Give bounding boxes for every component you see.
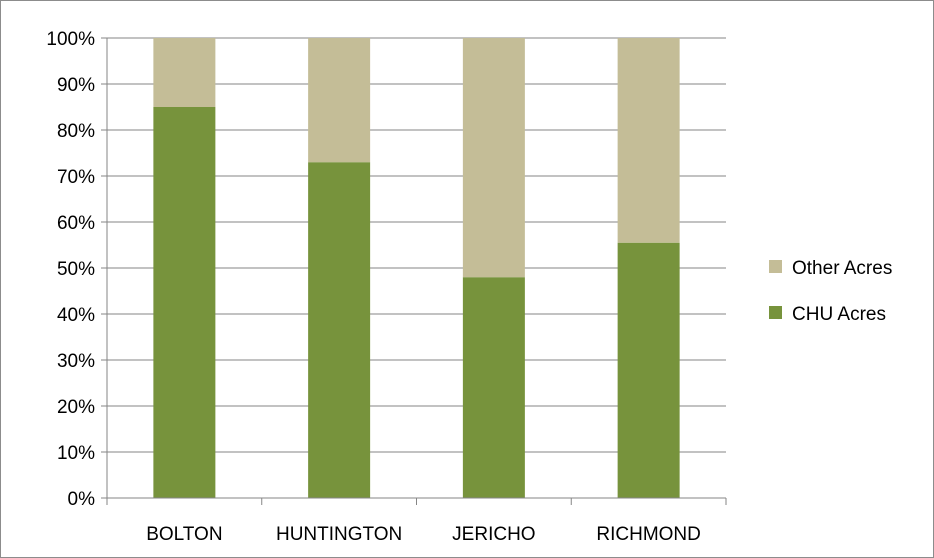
bar-huntington-other-acres <box>308 38 371 163</box>
bar-jericho-other-acres <box>462 38 525 278</box>
y-tick-label: 60% <box>57 213 95 234</box>
y-tick-label: 70% <box>57 167 95 188</box>
x-tick-label: RICHMOND <box>596 524 701 545</box>
x-tick-label: HUNTINGTON <box>276 524 402 545</box>
y-tick-label: 10% <box>57 443 95 464</box>
y-tick-label: 20% <box>57 397 95 418</box>
bar-bolton-chu-acres <box>153 107 216 498</box>
bar-jericho-chu-acres <box>462 277 525 498</box>
y-tick-label: 50% <box>57 259 95 280</box>
legend-swatch <box>769 260 782 273</box>
legend-label: Other Acres <box>792 258 892 279</box>
y-tick-label: 40% <box>57 305 95 326</box>
y-tick-label: 90% <box>57 75 95 96</box>
y-tick-label: 100% <box>46 29 95 50</box>
bar-richmond-chu-acres <box>617 242 680 498</box>
y-tick-label: 80% <box>57 121 95 142</box>
legend-label: CHU Acres <box>792 304 886 325</box>
bar-huntington-chu-acres <box>308 162 371 498</box>
bars <box>153 38 680 498</box>
y-tick-label: 30% <box>57 351 95 372</box>
axes <box>101 37 727 505</box>
bar-bolton-other-acres <box>153 38 216 107</box>
tick-labels: 0% 10% 20% 30% 40% 50% 60% 70% 80% 90% 100% BOLTON H… <box>46 29 700 545</box>
legend: Other Acres CHU Acres <box>769 258 892 325</box>
legend-swatch <box>769 306 782 319</box>
bar-richmond-other-acres <box>617 38 680 243</box>
x-tick-label: JERICHO <box>452 524 535 545</box>
y-tick-label: 0% <box>68 489 96 510</box>
x-tick-label: BOLTON <box>146 524 222 545</box>
